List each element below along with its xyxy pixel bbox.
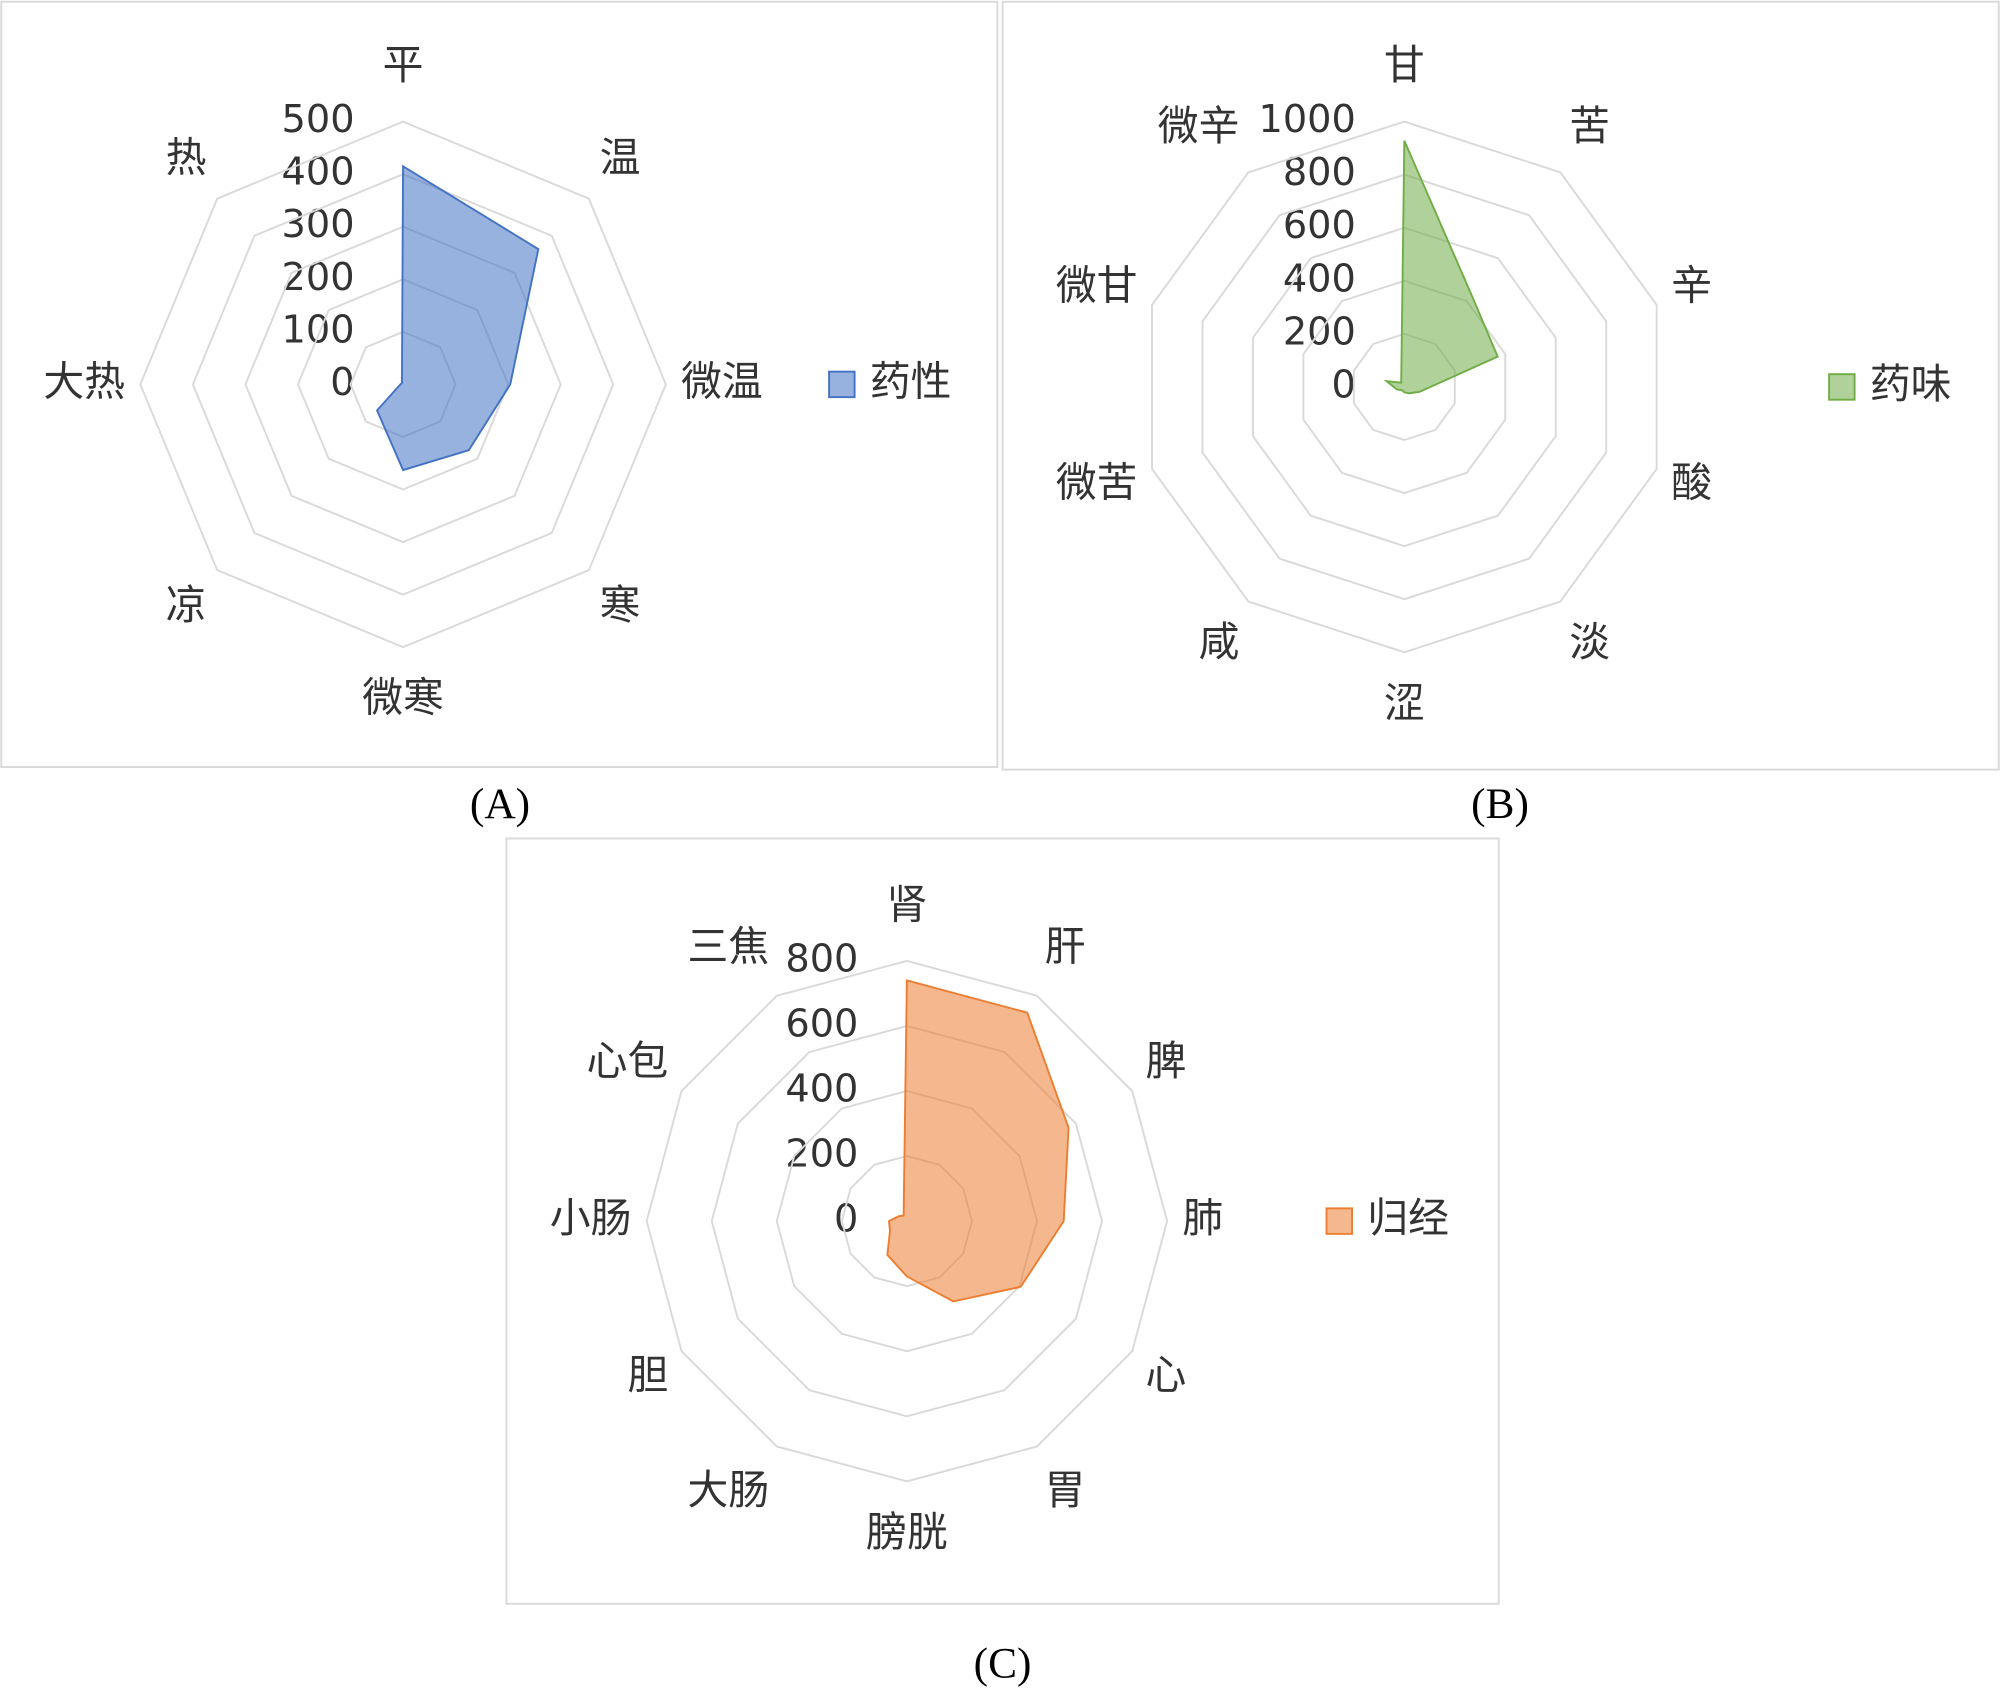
grid-ring [1201, 173, 1608, 601]
chart-frame [505, 837, 1500, 1605]
caption: (B) [1471, 780, 1529, 828]
category-label: 肺 [1182, 1194, 1223, 1242]
grid-ring [1302, 279, 1507, 495]
grid-ring [645, 959, 1169, 1483]
legend-swatch [828, 370, 856, 399]
grid-ring [139, 120, 667, 649]
chart-frame [1001, 0, 2000, 771]
category-label: 心包 [587, 1037, 669, 1085]
category-label: 膀胱 [866, 1508, 948, 1556]
category-label: 温 [600, 134, 641, 182]
y-tick-label: 0 [1332, 362, 1356, 407]
category-label: 微辛 [1158, 102, 1240, 150]
y-tick-label: 200 [785, 1132, 858, 1177]
grid-ring [1151, 120, 1658, 654]
legend-label: 药味 [1870, 360, 1952, 408]
category-label: 三焦 [688, 922, 770, 970]
grid-ring [244, 225, 562, 544]
category-label: 热 [166, 134, 207, 182]
category-label: 平 [383, 41, 424, 89]
category-label: 胃 [1045, 1466, 1086, 1514]
grid-ring [1251, 226, 1557, 548]
category-label: 咸 [1199, 618, 1240, 666]
category-label: 大热 [43, 357, 125, 405]
grid-ring [191, 173, 615, 596]
y-tick-label: 400 [785, 1067, 858, 1112]
y-tick-label: 500 [282, 97, 355, 142]
category-label: 大肠 [688, 1466, 770, 1514]
legend-label: 药性 [870, 357, 952, 405]
category-label: 苦 [1569, 102, 1610, 150]
category-label: 辛 [1671, 261, 1712, 309]
category-label: 微寒 [362, 674, 444, 722]
category-label: 涩 [1384, 679, 1425, 727]
category-label: 寒 [600, 581, 641, 629]
y-tick-label: 1000 [1259, 97, 1356, 142]
category-label: 凉 [166, 581, 207, 629]
grid-ring [710, 1024, 1104, 1418]
category-label: 胆 [627, 1351, 668, 1399]
y-tick-label: 100 [282, 307, 355, 352]
category-label: 小肠 [550, 1194, 632, 1242]
category-label: 微温 [681, 357, 763, 405]
legend-swatch [1325, 1207, 1353, 1235]
chart-frame [0, 0, 999, 768]
series-area [886, 979, 1070, 1303]
y-tick-label: 600 [785, 1001, 858, 1046]
category-label: 微苦 [1056, 458, 1138, 506]
category-label: 淡 [1569, 618, 1610, 666]
caption: (A) [470, 780, 530, 828]
legend-swatch [1828, 373, 1856, 401]
category-label: 酸 [1671, 458, 1712, 506]
caption: (C) [974, 1640, 1032, 1688]
category-label: 脾 [1145, 1037, 1186, 1085]
category-label: 心 [1145, 1351, 1186, 1399]
legend-label: 归经 [1367, 1194, 1449, 1242]
category-label: 肾 [886, 880, 927, 928]
category-label: 微甘 [1056, 261, 1138, 309]
series-area [375, 164, 540, 472]
category-label: 甘 [1384, 41, 1425, 89]
category-label: 肝 [1045, 922, 1086, 970]
y-tick-label: 400 [1283, 256, 1356, 301]
y-tick-label: 800 [785, 936, 858, 981]
series-area [1383, 140, 1499, 395]
